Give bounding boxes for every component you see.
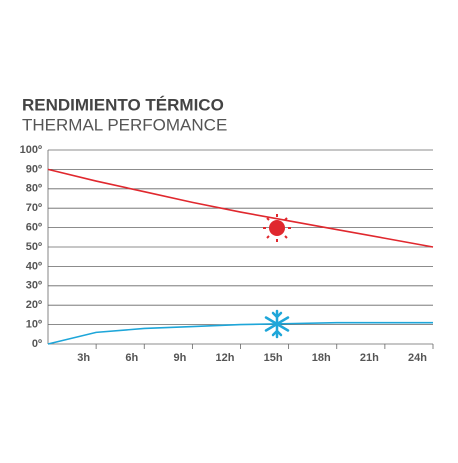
y-tick-label: 70º — [26, 202, 42, 214]
line-hot — [47, 168, 434, 248]
icons — [263, 214, 291, 339]
x-tick-label: 3h — [77, 352, 90, 364]
chart-title: RENDIMIENTO TÉRMICO — [22, 95, 224, 114]
y-tick-label: 20º — [26, 299, 42, 311]
y-tick-label: 0º — [32, 338, 42, 350]
plot: 0º 10º 20º 30º 40º 50º 60º 70º 80º 90º 100º 3h 6h 9h 1… — [20, 144, 434, 364]
sun-icon — [263, 214, 291, 242]
x-tick-label: 12h — [216, 352, 235, 364]
x-tick-label: 21h — [360, 352, 379, 364]
chart-subtitle: THERMAL PERFOMANCE — [22, 115, 227, 134]
y-tick-label: 30º — [26, 280, 42, 292]
y-tick-label: 40º — [26, 260, 42, 272]
y-tick-label: 60º — [26, 222, 42, 234]
y-tick-label: 50º — [26, 241, 42, 253]
y-tick-label: 100º — [20, 144, 42, 156]
y-tick-label: 10º — [26, 319, 42, 331]
y-tick-label: 90º — [26, 163, 42, 175]
x-tick-label: 24h — [408, 352, 427, 364]
x-tick-label: 9h — [174, 352, 187, 364]
snowflake-icon — [264, 309, 290, 339]
x-tick-label: 15h — [264, 352, 283, 364]
x-tick-label: 6h — [125, 352, 138, 364]
y-tick-label: 80º — [26, 183, 42, 195]
line-cold — [47, 321, 433, 345]
x-tick-label: 18h — [312, 352, 331, 364]
